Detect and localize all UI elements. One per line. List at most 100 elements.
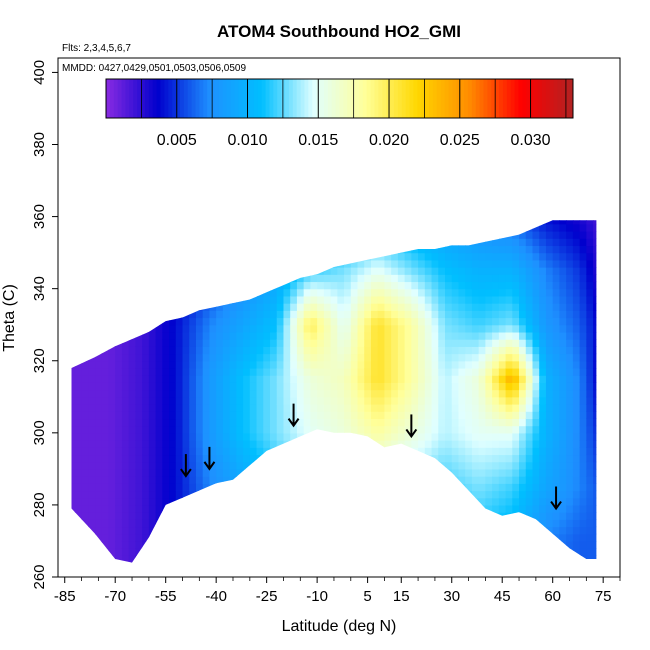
heatmap-cell — [424, 411, 433, 420]
heatmap-cell — [243, 353, 251, 362]
heatmap-cell — [330, 540, 338, 549]
heatmap-cell — [276, 440, 285, 448]
heatmap-cell — [121, 274, 130, 283]
heatmap-cell — [377, 440, 386, 448]
heatmap-cell — [492, 404, 500, 412]
heatmap-cell — [189, 382, 197, 391]
heatmap-cell — [424, 490, 433, 499]
heatmap-cell — [418, 440, 426, 448]
heatmap-cell — [404, 454, 412, 463]
heatmap-cell — [270, 303, 278, 311]
heatmap-cell — [579, 267, 587, 275]
heatmap-cell — [195, 303, 204, 311]
heatmap-cell — [317, 267, 325, 275]
heatmap-cell — [121, 562, 130, 563]
heatmap-cell — [350, 533, 359, 542]
heatmap-cell — [525, 223, 534, 232]
heatmap-cell — [229, 288, 237, 297]
heatmap-cell — [364, 274, 372, 283]
heatmap-cell — [256, 504, 264, 513]
heatmap-cell — [182, 526, 190, 535]
heatmap-cell — [209, 389, 217, 398]
heatmap-cell — [310, 267, 318, 275]
heatmap-cell — [593, 512, 597, 520]
heatmap-cell — [438, 288, 446, 297]
heatmap-cell — [162, 375, 170, 383]
heatmap-cell — [364, 252, 372, 261]
heatmap-cell — [236, 461, 244, 470]
heatmap-cell — [95, 490, 103, 499]
heatmap-cell — [323, 418, 332, 427]
heatmap-cell — [519, 303, 527, 311]
heatmap-cell — [276, 425, 285, 434]
heatmap-cell — [108, 526, 116, 535]
heatmap-cell — [290, 223, 298, 232]
heatmap-cell — [492, 317, 500, 326]
heatmap-cell — [256, 295, 264, 304]
heatmap-cell — [283, 223, 291, 232]
heatmap-cell — [148, 461, 157, 470]
heatmap-cell — [317, 512, 325, 520]
heatmap-cell — [445, 533, 453, 542]
heatmap-cell — [404, 360, 412, 369]
heatmap-cell — [572, 504, 581, 513]
heatmap-cell — [525, 411, 534, 420]
heatmap-cell — [249, 339, 258, 347]
colorbar-segment — [320, 79, 325, 118]
heatmap-cell — [505, 519, 513, 528]
heatmap-cell — [404, 310, 412, 319]
heatmap-cell — [519, 346, 527, 355]
heatmap-cell — [323, 404, 332, 412]
colorbar-segment — [537, 79, 543, 118]
heatmap-cell — [451, 555, 460, 563]
heatmap-cell — [202, 375, 211, 383]
heatmap-cell — [195, 353, 204, 362]
heatmap-cell — [519, 519, 527, 528]
heatmap-cell — [458, 274, 466, 283]
colorbar-segment — [347, 79, 352, 118]
heatmap-cell — [128, 353, 136, 362]
heatmap-cell — [505, 288, 513, 297]
heatmap-cell — [545, 411, 554, 420]
heatmap-cell — [135, 295, 143, 304]
heatmap-cell — [411, 375, 419, 383]
heatmap-cell — [525, 281, 534, 290]
heatmap-cell — [95, 555, 103, 563]
heatmap-cell — [222, 504, 231, 513]
heatmap-cell — [276, 303, 285, 311]
heatmap-cell — [95, 533, 103, 542]
heatmap-cell — [579, 461, 587, 470]
heatmap-cell — [101, 526, 110, 535]
heatmap-cell — [135, 220, 143, 225]
heatmap-cell — [323, 562, 332, 563]
heatmap-cell — [74, 447, 83, 456]
heatmap-cell — [370, 555, 379, 563]
heatmap-cell — [155, 555, 163, 563]
heatmap-cell — [451, 483, 460, 492]
heatmap-cell — [586, 389, 594, 398]
heatmap-cell — [377, 519, 386, 528]
heatmap-cell — [195, 562, 204, 563]
heatmap-cell — [236, 331, 244, 340]
heatmap-cell — [101, 360, 110, 369]
heatmap-cell — [471, 353, 480, 362]
heatmap-cell — [243, 504, 251, 513]
heatmap-cell — [330, 295, 338, 304]
heatmap-cell — [222, 223, 231, 232]
y-axis-label: Theta (C) — [1, 284, 18, 352]
heatmap-cell — [195, 497, 204, 506]
heatmap-cell — [249, 562, 258, 563]
heatmap-cell — [492, 526, 500, 535]
heatmap-cell — [370, 490, 379, 499]
heatmap-cell — [222, 490, 231, 499]
heatmap-cell — [310, 223, 318, 232]
heatmap-cell — [216, 295, 224, 304]
colorbar-segment — [106, 79, 111, 118]
heatmap-cell — [586, 331, 594, 340]
heatmap-cell — [505, 267, 513, 275]
heatmap-cell — [162, 324, 170, 333]
heatmap-cell — [155, 367, 163, 376]
heatmap-cell — [411, 331, 419, 340]
heatmap-cell — [572, 461, 581, 470]
heatmap-cell — [155, 339, 163, 347]
